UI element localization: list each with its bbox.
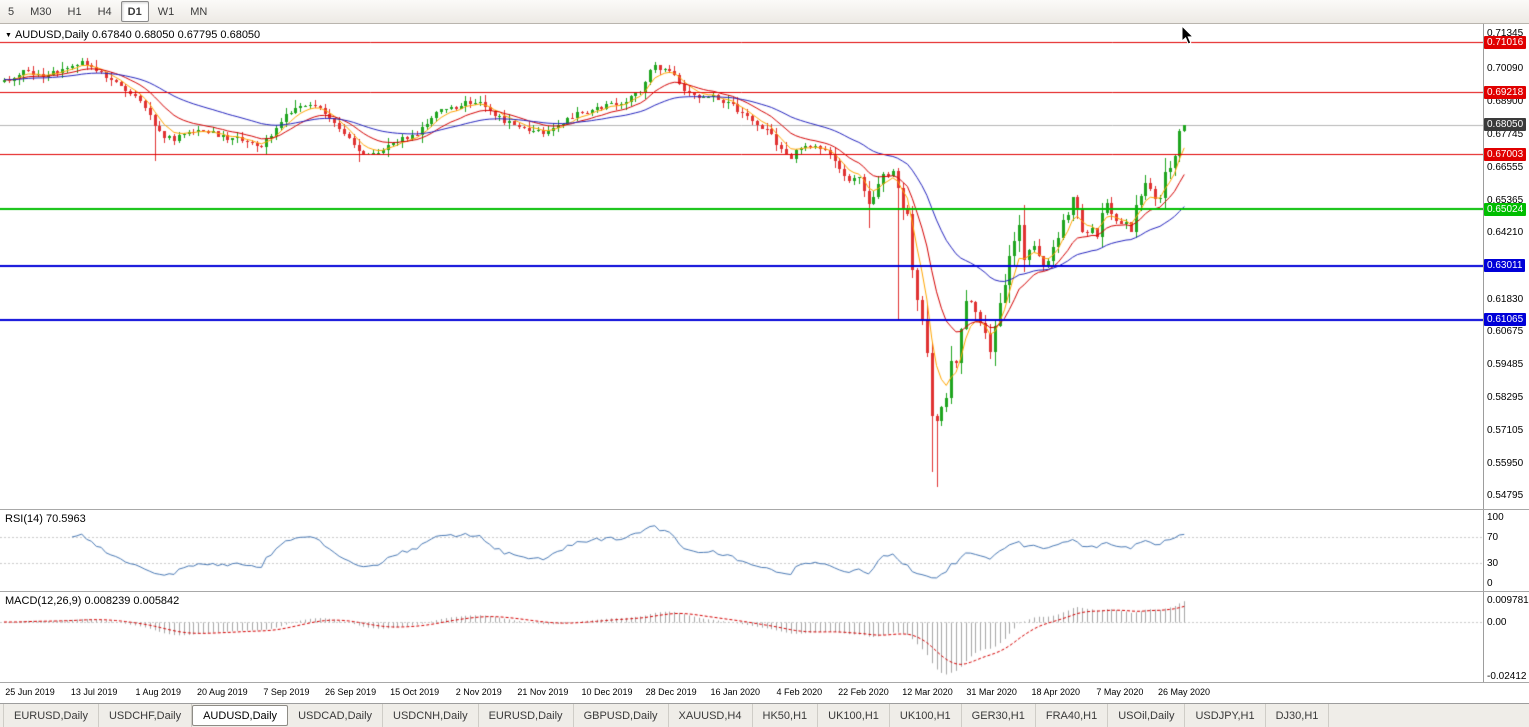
chart-tab-eurusd-daily[interactable]: EURUSD,Daily [3,704,99,727]
timeframe-button-m30[interactable]: M30 [30,5,52,18]
chart-tab-usoil-daily[interactable]: USOil,Daily [1108,704,1186,727]
date-axis-label: 13 Jul 2019 [70,687,118,697]
price-axis-label: 0.70090 [1487,63,1524,74]
price-axis-label: 0.68900 [1487,96,1524,107]
date-axis-label: 18 Apr 2020 [1031,687,1081,697]
date-axis-label: 28 Dec 2019 [645,687,697,697]
main-price-chart[interactable] [0,24,1483,510]
date-axis-label: 7 Sep 2019 [263,687,310,697]
price-axis-label: 0.67745 [1487,129,1524,140]
price-axis-label: 0.59485 [1487,359,1524,370]
timeframe-button-d1[interactable]: D1 [120,1,149,22]
chart-tab-eurusd-daily[interactable]: EURUSD,Daily [479,704,574,727]
chart-tab-uk100-h1[interactable]: UK100,H1 [818,704,890,727]
chart-tab-usdjpy-h1[interactable]: USDJPY,H1 [1185,704,1266,727]
price-axis-label: 0.61830 [1487,294,1524,305]
chart-tab-audusd-daily[interactable]: AUDUSD,Daily [192,705,289,726]
timeframe-button-w1[interactable]: W1 [157,5,175,18]
price-axis-label: 0.58295 [1487,392,1524,403]
price-line-badge: 0.68050 [1484,118,1527,131]
rsi-axis-label: 100 [1487,512,1504,523]
date-axis-label: 31 Mar 2020 [966,687,1017,697]
chart-tab-uk100-h1[interactable]: UK100,H1 [890,704,962,727]
price-line-badge: 0.69218 [1484,86,1527,99]
chart-tab-dj30-h1[interactable]: DJ30,H1 [1266,704,1330,727]
price-axis-label: 0.55950 [1487,458,1524,469]
date-axis-label: 10 Dec 2019 [581,687,633,697]
price-axis-label: 0.54795 [1487,490,1524,501]
price-axis-label: 0.71345 [1487,28,1524,39]
date-axis-label: 26 Sep 2019 [325,687,377,697]
chart-tab-xauusd-h4[interactable]: XAUUSD,H4 [669,704,753,727]
chart-tab-hk50-h1[interactable]: HK50,H1 [753,704,819,727]
price-axis-label: 0.66555 [1487,162,1524,173]
price-line-badge: 0.63011 [1484,259,1526,272]
price-line-badge: 0.65024 [1484,203,1527,216]
macd-axis-label: 0.00 [1487,617,1507,628]
date-axis-label: 4 Feb 2020 [776,687,823,697]
panel-separator-dates [0,682,1529,683]
macd-axis-label: -0.02412 [1487,671,1527,682]
rsi-indicator-chart[interactable] [0,510,1483,592]
price-axis-label: 0.57105 [1487,425,1524,436]
date-axis-label: 16 Jan 2020 [710,687,760,697]
price-axis: 0.71345 0.70090 0.68900 0.67745 0.66555 0.653… [1484,24,1529,683]
rsi-axis-label: 0 [1487,578,1493,589]
date-axis-label: 2 Nov 2019 [455,687,502,697]
rsi-axis-label: 30 [1487,558,1499,569]
date-axis: 25 Jun 2019 13 Jul 2019 1 Aug 2019 20 Aug 2… [0,683,1483,703]
timeframe-toolbar: 5 M30 H1 H4 D1 W1 MN [0,0,1529,24]
panel-separator-macd[interactable] [0,591,1529,592]
price-line-badge: 0.61065 [1484,313,1527,326]
timeframe-button-mn[interactable]: MN [190,5,208,18]
date-axis-label: 25 Jun 2019 [5,687,55,697]
price-line-badge: 0.71016 [1484,36,1527,49]
date-axis-label: 26 May 2020 [1157,687,1211,697]
date-axis-label: 1 Aug 2019 [135,687,181,697]
price-axis-label: 0.60675 [1487,326,1524,337]
symbol-marker-icon: ▼ [5,32,12,39]
price-axis-label: 0.65365 [1487,195,1524,206]
mouse-cursor-icon [1181,26,1195,45]
date-axis-label: 12 Mar 2020 [902,687,953,697]
timeframe-button-5[interactable]: 5 [8,5,15,18]
chart-ohlc-text: AUDUSD,Daily 0.67840 0.68050 0.67795 0.6… [14,29,261,41]
chart-tab-gbpusd-daily[interactable]: GBPUSD,Daily [574,704,669,727]
macd-header: MACD(12,26,9) 0.008239 0.005842 [5,595,180,607]
date-axis-label: 22 Feb 2020 [838,687,889,697]
chart-tab-fra40-h1[interactable]: FRA40,H1 [1036,704,1109,727]
macd-indicator-chart[interactable] [0,592,1483,682]
date-axis-label: 20 Aug 2019 [197,687,248,697]
rsi-header: RSI(14) 70.5963 [5,513,86,525]
timeframe-button-h4[interactable]: H4 [97,5,112,18]
timeframe-button-h1[interactable]: H1 [67,5,82,18]
panel-separator-rsi[interactable] [0,509,1529,510]
rsi-axis-label: 70 [1487,532,1499,543]
chart-tab-usdcad-daily[interactable]: USDCAD,Daily [288,704,384,727]
macd-axis-label: 0.009781 [1487,595,1529,606]
date-axis-label: 7 May 2020 [1096,687,1144,697]
date-axis-label: 21 Nov 2019 [517,687,569,697]
price-line-badge: 0.67003 [1484,148,1527,161]
chart-tabs-bar: EURUSD,Daily USDCHF,Daily AUDUSD,Daily USDC… [0,703,1529,727]
chart-tab-ger30-h1[interactable]: GER30,H1 [962,704,1036,727]
chart-tab-usdcnh-daily[interactable]: USDCNH,Daily [383,704,479,727]
date-axis-label: 15 Oct 2019 [390,687,440,697]
chart-ohlc-header: ▼ AUDUSD,Daily 0.67840 0.68050 0.67795 0.… [5,29,260,41]
price-axis-separator [1483,24,1484,683]
price-axis-label: 0.64210 [1487,227,1524,238]
chart-tab-usdchf-daily[interactable]: USDCHF,Daily [99,704,193,727]
